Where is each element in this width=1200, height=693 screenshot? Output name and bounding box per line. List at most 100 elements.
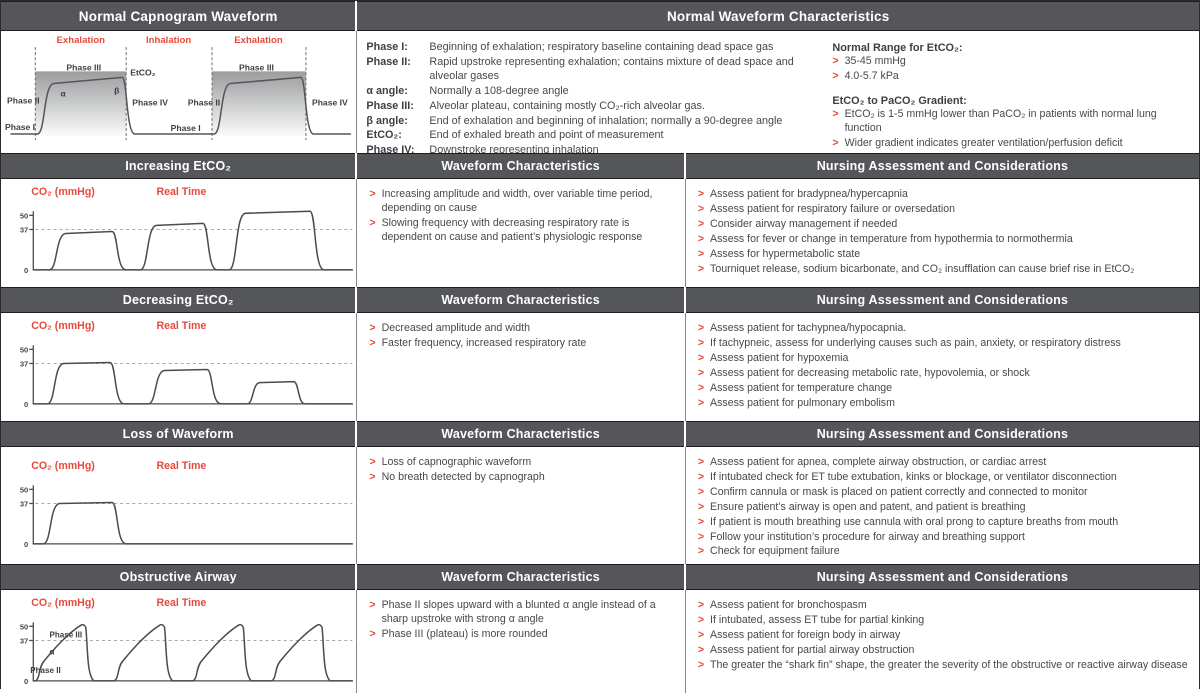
bullet-arrow-icon: > xyxy=(697,262,705,275)
bullet-arrow-icon: > xyxy=(832,55,839,67)
bullet-item: > Decreased amplitude and width xyxy=(369,322,674,336)
loss-body-row: CO₂ (mmHg) Real Time 50 37 0 > Loss of ca… xyxy=(1,447,1199,564)
bullet-text: Assess patient for hypoxemia xyxy=(710,351,849,364)
exhalation-label-right: Exhalation xyxy=(234,35,283,46)
bullet-item: > Phase II slopes upward with a blunted α… xyxy=(369,599,674,627)
normal-ranges-pane: Normal Range for EtCO₂: >35-45 mmHg >4.0-… xyxy=(819,31,1199,153)
phase2-annotation: Phase II xyxy=(30,666,60,675)
phase-definition-row: EtCO₂: End of exhaled breath and point of… xyxy=(366,128,813,143)
phase-term: Phase II: xyxy=(366,55,411,68)
beta-angle-label: β xyxy=(114,86,119,96)
normal-waveform-title: Normal Capnogram Waveform xyxy=(1,1,356,31)
nursing-header: Nursing Assessment and Considerations xyxy=(685,564,1199,590)
tick-50: 50 xyxy=(20,211,28,220)
bullet-arrow-icon: > xyxy=(697,613,705,626)
normal-header-row: Normal Capnogram Waveform Normal Wavefor… xyxy=(1,1,1199,31)
bullet-text: Assess patient for respiratory failure o… xyxy=(710,202,955,215)
bullet-text: Decreased amplitude and width xyxy=(381,322,530,334)
bullet-arrow-icon: > xyxy=(697,217,705,230)
decreasing-header-row: Decreasing EtCO₂ Waveform Characteristic… xyxy=(1,287,1199,313)
obstructive-graph-panel: CO₂ (mmHg) Real Time 50 37 0 Phase III α… xyxy=(1,590,357,693)
x-axis-label: Real Time xyxy=(156,320,206,332)
phase-term: β angle: xyxy=(366,114,408,127)
x-axis-label: Real Time xyxy=(156,460,206,472)
bullet-arrow-icon: > xyxy=(697,456,705,468)
decreasing-body-row: CO₂ (mmHg) Real Time 50 37 0 > Decreased … xyxy=(1,313,1199,421)
increasing-characteristics-list: > Increasing amplitude and width, over va… xyxy=(369,188,674,245)
increasing-nursing-list: > Assess patient for bradypnea/hypercapni… xyxy=(698,188,1189,276)
nursing-header: Nursing Assessment and Considerations xyxy=(685,153,1199,179)
bullet-text: Assess patient for foreign body in airwa… xyxy=(710,628,901,641)
bullet-item: > The greater the “shark fin” shape, the … xyxy=(698,659,1189,673)
decreasing-title: Decreasing EtCO₂ xyxy=(1,287,356,313)
bullet-text: Assess patient for pulmonary embolism xyxy=(710,396,895,409)
waveform-path xyxy=(32,501,354,545)
phase-definition: Normally a 108-degree angle xyxy=(429,85,569,98)
decreasing-etco2-graph: CO₂ (mmHg) Real Time 50 37 0 xyxy=(20,320,354,409)
x-axis-label: Real Time xyxy=(156,186,206,198)
phase-definition-row: Phase I: Beginning of exhalation; respira… xyxy=(366,40,813,55)
bullet-arrow-icon: > xyxy=(832,136,839,149)
bullet-text: Tourniquet release, sodium bicarbonate, … xyxy=(710,262,1135,275)
waveform-path xyxy=(32,210,354,271)
bullet-text: EtCO₂ is 1-5 mmHg lower than PaCO₂ in pa… xyxy=(844,107,1157,134)
bullet-text: Confirm cannula or mask is placed on pat… xyxy=(710,485,1088,498)
alpha-annotation: α xyxy=(49,648,54,657)
phase-definition-row: α angle: Normally a 108-degree angle xyxy=(366,84,813,99)
phase-definitions-pane: Phase I: Beginning of exhalation; respira… xyxy=(357,31,819,156)
bullet-text: Assess patient for bradypnea/hypercapnia xyxy=(710,188,908,200)
exhalation-shading-left xyxy=(35,71,127,136)
exhalation-label-left: Exhalation xyxy=(57,35,106,46)
bullet-arrow-icon: > xyxy=(369,599,376,611)
bullet-item: > Tourniquet release, sodium bicarbonate,… xyxy=(698,263,1189,277)
phase1-label-right: Phase I xyxy=(171,123,201,133)
bullet-text: If intubated check for ET tube extubatio… xyxy=(710,470,1117,483)
characteristics-header: Waveform Characteristics xyxy=(357,421,684,447)
decreasing-nursing-panel: > Assess patient for tachypnea/hypocapnia… xyxy=(685,313,1199,421)
bullet-text: Loss of capnographic waveform xyxy=(381,456,532,468)
tick-37: 37 xyxy=(20,636,28,645)
bullet-text: Check for equipment failure xyxy=(710,545,840,558)
obstructive-header-row: Obstructive Airway Waveform Characterist… xyxy=(1,564,1199,590)
obstructive-title: Obstructive Airway xyxy=(1,564,356,590)
phase-definition: End of exhalation and beginning of inhal… xyxy=(429,114,783,127)
phase-definition: Beginning of exhalation; respiratory bas… xyxy=(429,41,774,53)
bullet-item: > Assess patient for bronchospasm xyxy=(698,599,1189,613)
bullet-text: Increasing amplitude and width, over var… xyxy=(381,188,653,214)
bullet-item: > Assess patient for decreasing metabolic… xyxy=(698,367,1189,381)
bullet-arrow-icon: > xyxy=(697,658,705,671)
bullet-text: If intubated, assess ET tube for partial… xyxy=(710,613,925,626)
increasing-header-row: Increasing EtCO₂ Waveform Characteristic… xyxy=(1,153,1199,179)
bullet-text: If patient is mouth breathing use cannul… xyxy=(710,515,1119,528)
bullet-item: > Consider airway management if needed xyxy=(698,218,1189,232)
bullet-arrow-icon: > xyxy=(697,322,705,334)
bullet-item: > Assess patient for pulmonary embolism xyxy=(698,397,1189,411)
bullet-text: Assess patient for apnea, complete airwa… xyxy=(710,456,1047,468)
obstructive-characteristics-panel: > Phase II slopes upward with a blunted α… xyxy=(357,590,685,693)
normal-characteristics-title: Normal Waveform Characteristics xyxy=(357,1,1199,31)
bullet-text: Assess patient for temperature change xyxy=(710,381,893,394)
waveform-path xyxy=(32,623,354,682)
phase-definition: Downstroke representing inhalation xyxy=(429,143,599,156)
bullet-item: > Assess patient for foreign body in airw… xyxy=(698,629,1189,643)
tick-50: 50 xyxy=(20,485,28,494)
y-axis-label: CO₂ (mmHg) xyxy=(31,460,95,472)
bullet-text: 4.0-5.7 kPa xyxy=(844,69,899,82)
bullet-item: > Ensure patient’s airway is open and pat… xyxy=(698,501,1189,515)
phase-term: Phase III: xyxy=(366,99,414,112)
bullet-arrow-icon: > xyxy=(369,322,376,334)
bullet-text: No breath detected by capnograph xyxy=(381,470,545,483)
normal-waveform-path xyxy=(10,76,352,135)
y-axis-label: CO₂ (mmHg) xyxy=(31,186,95,198)
bullet-arrow-icon: > xyxy=(697,336,705,349)
decreasing-characteristics-panel: > Decreased amplitude and width > Faster fr… xyxy=(357,313,685,421)
loss-graph-panel: CO₂ (mmHg) Real Time 50 37 0 xyxy=(1,447,357,564)
bullet-item: > If patient is mouth breathing use cannu… xyxy=(698,516,1189,530)
normal-waveform-panel: Exhalation Inhalation Exhalation Phase I… xyxy=(1,31,357,153)
increasing-etco2-graph: CO₂ (mmHg) Real Time 50 37 0 xyxy=(20,186,354,275)
bullet-text: Assess patient for decreasing metabolic … xyxy=(710,366,1030,379)
bullet-item: > Confirm cannula or mask is placed on pa… xyxy=(698,486,1189,500)
gradient-group: EtCO₂ to PaCO₂ Gradient: > EtCO₂ is 1-5 m… xyxy=(832,95,1191,151)
bullet-arrow-icon: > xyxy=(697,247,705,260)
bullet-item: > Assess patient for hypoxemia xyxy=(698,352,1189,366)
